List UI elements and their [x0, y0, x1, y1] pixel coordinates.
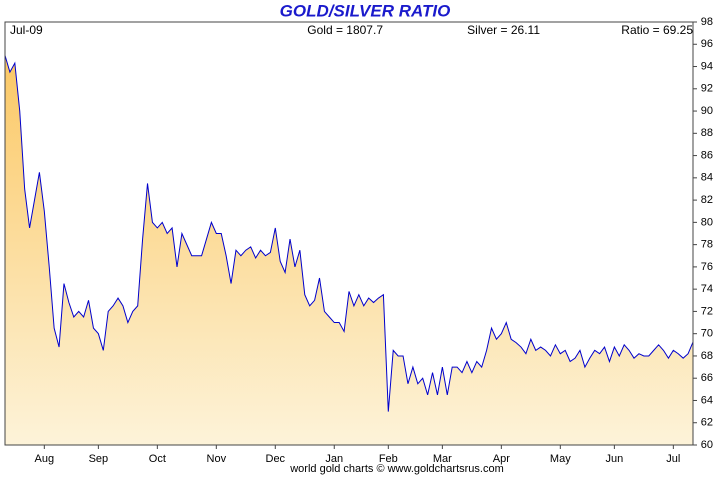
- y-tick-label: 78: [701, 239, 713, 251]
- y-tick-label: 60: [701, 439, 713, 451]
- y-tick-label: 62: [701, 417, 713, 429]
- line: [4, 55, 694, 412]
- x-tick-label: Apr: [493, 453, 510, 465]
- header-ratio: Ratio = 69.25: [621, 23, 693, 37]
- x-tick-label: Feb: [379, 453, 398, 465]
- chart-title: GOLD/SILVER RATIO: [280, 1, 451, 20]
- y-tick-label: 80: [701, 216, 713, 228]
- x-tick-label: Jul: [666, 453, 680, 465]
- header-silver: Silver = 26.11: [467, 23, 540, 37]
- y-tick-label: 84: [701, 172, 713, 184]
- y-tick-label: 76: [701, 261, 713, 273]
- plot-frame: [4, 21, 694, 446]
- x-tick-label: Jun: [605, 453, 623, 465]
- y-tick-label: 96: [701, 38, 713, 50]
- y-tick-label: 82: [701, 194, 713, 206]
- y-tick-label: 86: [701, 149, 713, 161]
- y-tick-label: 88: [701, 127, 713, 139]
- x-tick-label: Oct: [149, 453, 166, 465]
- y-tick-label: 72: [701, 305, 713, 317]
- x-tick-label: Jan: [325, 453, 343, 465]
- x-tick-label: May: [550, 453, 571, 465]
- y-tick-label: 70: [701, 328, 713, 340]
- x-tick-label: Nov: [207, 453, 227, 465]
- x-tick-label: Sep: [89, 453, 109, 465]
- y-tick-label: 98: [701, 16, 713, 28]
- y-tick-label: 74: [701, 283, 713, 295]
- y-tick-label: 68: [701, 350, 713, 362]
- x-tick-label: Aug: [35, 453, 55, 465]
- y-tick-label: 90: [701, 105, 713, 117]
- header-gold: Gold = 1807.7: [307, 23, 383, 37]
- y-tick-label: 94: [701, 60, 713, 72]
- y-tick-label: 92: [701, 83, 713, 95]
- header-date: Jul-09: [10, 23, 43, 37]
- x-tick-label: Dec: [266, 453, 286, 465]
- y-tick-label: 64: [701, 394, 713, 406]
- x-tick-label: Mar: [433, 453, 452, 465]
- y-tick-label: 66: [701, 372, 713, 384]
- source: world gold charts © www.goldchartsrus.co…: [289, 463, 504, 475]
